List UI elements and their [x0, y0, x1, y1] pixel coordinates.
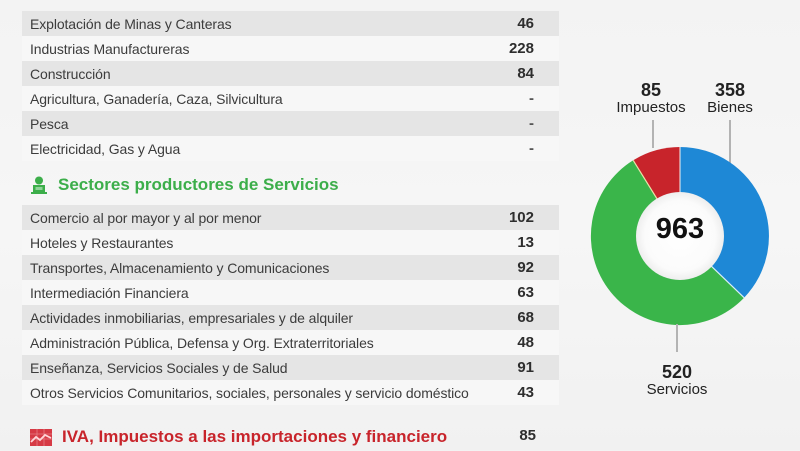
- bienes-name: Bienes: [707, 99, 753, 116]
- row-label: Industrias Manufactureras: [30, 40, 190, 57]
- donut-total: 963: [655, 213, 705, 245]
- table-row: Construcción 84: [22, 61, 559, 86]
- table-row: Administración Pública, Defensa y Org. E…: [22, 330, 559, 355]
- donut-hole: [636, 192, 724, 280]
- line-chart-icon: [30, 428, 52, 446]
- table-row: Pesca -: [22, 111, 559, 136]
- services-title-text: Sectores productores de Servicios: [58, 175, 339, 194]
- row-value: 13: [517, 234, 534, 251]
- table-row: Actividades inmobiliarias, empresariales…: [22, 305, 559, 330]
- row-label: Hoteles y Restaurantes: [30, 234, 174, 251]
- table-row: Agricultura, Ganadería, Caza, Silvicultu…: [22, 86, 559, 111]
- services-sector-table: Comercio al por mayor y al por menor 102 …: [22, 205, 559, 405]
- bienes-label: 358 Bienes: [700, 80, 760, 116]
- row-value: 102: [508, 209, 534, 226]
- tax-value: 85: [519, 427, 536, 444]
- bienes-leader-line: [729, 120, 731, 165]
- bienes-value: 358: [714, 80, 746, 100]
- row-value: -: [529, 140, 534, 157]
- donut-chart: [590, 147, 769, 326]
- row-value: 228: [508, 40, 534, 57]
- row-label: Intermediación Financiera: [30, 284, 189, 301]
- row-label: Actividades inmobiliarias, empresariales…: [30, 309, 353, 326]
- row-value: 92: [517, 259, 534, 276]
- row-label: Administración Pública, Defensa y Org. E…: [30, 334, 374, 351]
- goods-sector-table: Explotación de Minas y Canteras 46 Indust…: [22, 11, 559, 161]
- servicios-leader-line: [676, 324, 678, 352]
- servicios-value: 520: [661, 362, 693, 382]
- row-value: 63: [517, 284, 534, 301]
- table-row: Comercio al por mayor y al por menor 102: [22, 205, 559, 230]
- table-row: Explotación de Minas y Canteras 46: [22, 11, 559, 36]
- table-row: Transportes, Almacenamiento y Comunicaci…: [22, 255, 559, 280]
- row-value: 84: [517, 65, 534, 82]
- table-row: Industrias Manufactureras 228: [22, 36, 559, 61]
- tax-title-text: IVA, Impuestos a las importaciones y fin…: [62, 427, 448, 446]
- table-row: Electricidad, Gas y Agua -: [22, 136, 559, 161]
- impuestos-name: Impuestos: [616, 99, 686, 116]
- row-value: -: [529, 90, 534, 107]
- impuestos-leader-line: [652, 120, 654, 148]
- impuestos-label: 85 Impuestos: [606, 80, 696, 116]
- person-at-desk-icon: [30, 176, 48, 194]
- table-row: Hoteles y Restaurantes 13: [22, 230, 559, 255]
- tax-section-title: IVA, Impuestos a las importaciones y fin…: [30, 427, 447, 447]
- servicios-label: 520 Servicios: [632, 362, 722, 398]
- row-value: 68: [517, 309, 534, 326]
- row-value: 43: [517, 384, 534, 401]
- servicios-name: Servicios: [646, 381, 708, 398]
- row-label: Otros Servicios Comunitarios, sociales, …: [30, 384, 469, 401]
- row-label: Enseñanza, Servicios Sociales y de Salud: [30, 359, 288, 376]
- row-value: 91: [517, 359, 534, 376]
- table-row: Intermediación Financiera 63: [22, 280, 559, 305]
- impuestos-value: 85: [640, 80, 662, 100]
- donut-segment-bienes: [680, 147, 769, 298]
- row-label: Explotación de Minas y Canteras: [30, 15, 232, 32]
- row-label: Pesca: [30, 115, 69, 132]
- table-row: Otros Servicios Comunitarios, sociales, …: [22, 380, 559, 405]
- row-label: Construcción: [30, 65, 111, 82]
- row-value: 46: [517, 15, 534, 32]
- row-value: -: [529, 115, 534, 132]
- row-label: Electricidad, Gas y Agua: [30, 140, 181, 157]
- table-row: Enseñanza, Servicios Sociales y de Salud…: [22, 355, 559, 380]
- services-section-title: Sectores productores de Servicios: [30, 175, 339, 195]
- row-label: Agricultura, Ganadería, Caza, Silvicultu…: [30, 90, 283, 107]
- row-value: 48: [517, 334, 534, 351]
- row-label: Transportes, Almacenamiento y Comunicaci…: [30, 259, 330, 276]
- row-label: Comercio al por mayor y al por menor: [30, 209, 262, 226]
